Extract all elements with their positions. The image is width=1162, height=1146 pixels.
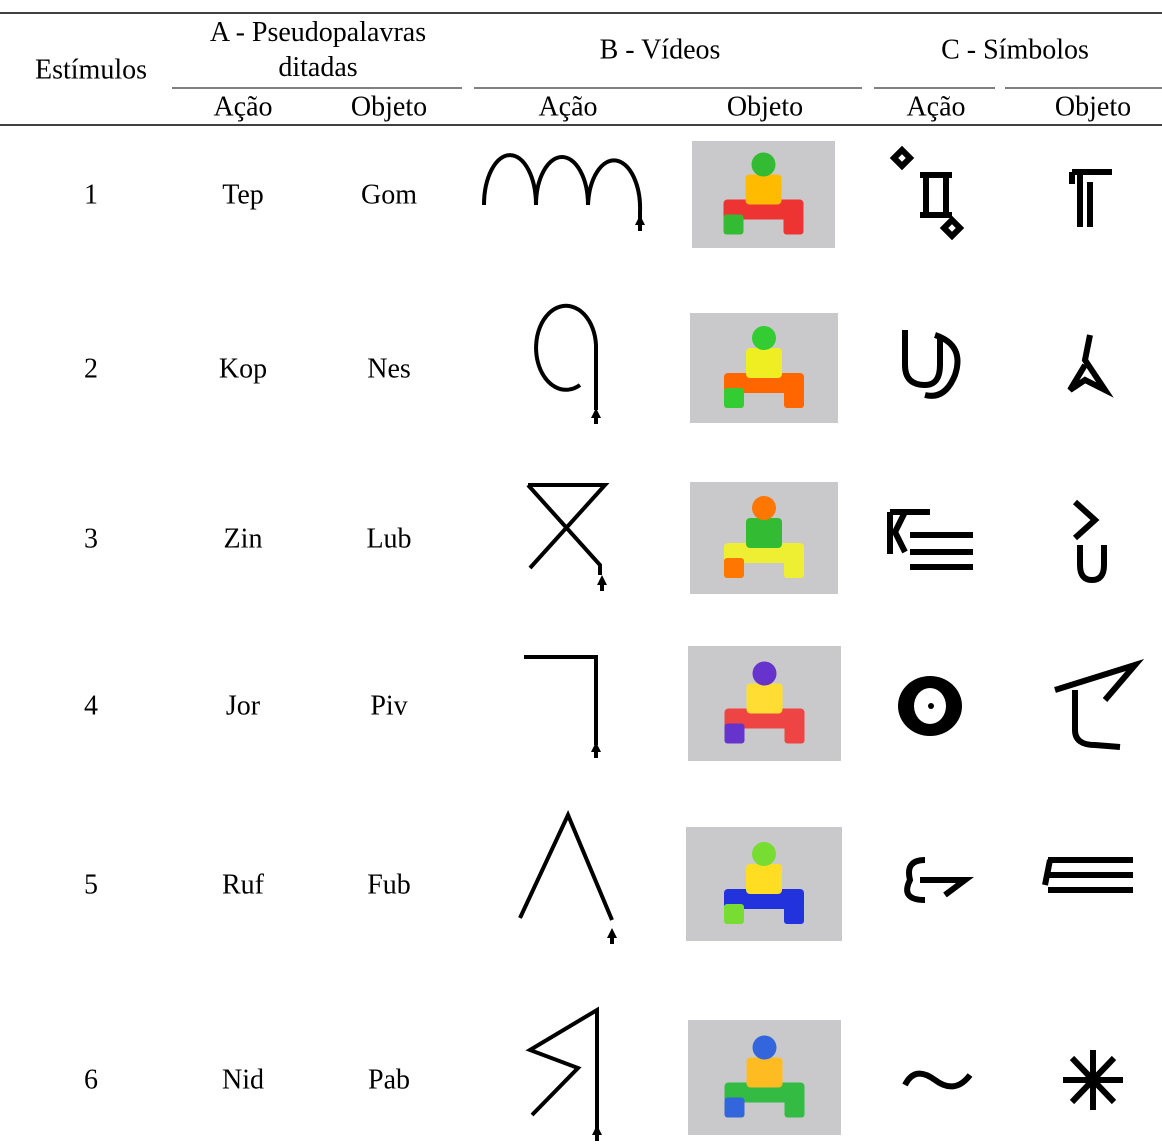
symbol: [905, 330, 958, 396]
symbol: [1075, 502, 1104, 580]
action-pseudoword: Kop: [219, 352, 267, 387]
toy-piece: [753, 1036, 777, 1060]
toy-piece: [747, 1058, 783, 1088]
column-header: Objeto: [727, 90, 803, 125]
object-pseudoword: Lub: [366, 522, 411, 557]
symbol: [907, 860, 965, 900]
stimuli-header: Estímulos: [35, 53, 147, 88]
path-arrow: [591, 408, 601, 424]
action-pseudoword: Nid: [222, 1063, 264, 1098]
table-drawing: [0, 0, 1162, 1146]
stimulus-number: 3: [84, 522, 98, 557]
action-path: [528, 485, 605, 575]
column-header: Objeto: [1055, 90, 1131, 125]
toy-piece: [784, 558, 804, 578]
stimulus-number: 6: [84, 1063, 98, 1098]
toy-piece: [784, 388, 804, 408]
action-path: [536, 306, 596, 410]
symbol: [1045, 860, 1133, 890]
column-header: Objeto: [351, 90, 427, 125]
toy-piece: [746, 348, 782, 378]
object-pseudoword: Pab: [368, 1063, 410, 1098]
action-path: [530, 1010, 597, 1130]
toy-piece: [784, 904, 804, 924]
symbol: [928, 703, 934, 709]
action-pseudoword: Ruf: [222, 868, 264, 903]
object-pseudoword: Gom: [361, 178, 417, 213]
path-arrow: [591, 742, 601, 758]
path-arrow: [592, 1125, 602, 1141]
object-pseudoword: Nes: [367, 352, 411, 387]
symbol: [1072, 172, 1112, 227]
table-page: Estímulos A - Pseudopalavras ditadas B -…: [0, 0, 1162, 1146]
path-arrow: [635, 215, 645, 231]
column-header: Ação: [906, 90, 965, 125]
symbol: [1055, 665, 1135, 747]
symbol: [905, 1074, 970, 1087]
symbol: [894, 150, 960, 236]
toy-piece: [785, 724, 805, 744]
toy-piece: [752, 153, 776, 177]
toy-piece: [752, 842, 776, 866]
action-path: [520, 815, 612, 920]
action-pseudoword: Zin: [224, 522, 263, 557]
toy-piece: [752, 326, 776, 350]
stimulus-number: 2: [84, 352, 98, 387]
object-pseudoword: Piv: [370, 689, 407, 724]
toy-piece: [724, 558, 744, 578]
action-path: [524, 657, 596, 745]
toy-piece: [746, 864, 782, 894]
stimulus-number: 1: [84, 178, 98, 213]
path-arrow: [607, 928, 617, 944]
toy-piece: [746, 518, 782, 548]
action-path: [484, 155, 640, 222]
toy-piece: [724, 388, 744, 408]
toy-piece: [752, 496, 776, 520]
symbol: [1063, 1050, 1123, 1110]
object-pseudoword: Fub: [367, 868, 411, 903]
toy-piece: [785, 1098, 805, 1118]
toy-piece: [746, 175, 782, 205]
group-header: B - Vídeos: [600, 33, 721, 68]
group-header: A - Pseudopalavras ditadas: [188, 15, 448, 85]
toy-piece: [725, 724, 745, 744]
path-arrow: [597, 575, 607, 591]
toy-piece: [724, 215, 744, 235]
action-pseudoword: Jor: [226, 689, 260, 724]
column-header: Ação: [538, 90, 597, 125]
toy-piece: [784, 215, 804, 235]
symbol: [1070, 335, 1105, 390]
toy-piece: [725, 1098, 745, 1118]
column-header: Ação: [213, 90, 272, 125]
stimulus-number: 5: [84, 868, 98, 903]
toy-piece: [753, 662, 777, 686]
stimulus-number: 4: [84, 689, 98, 724]
toy-piece: [724, 904, 744, 924]
toy-piece: [747, 684, 783, 714]
group-header: C - Símbolos: [941, 33, 1089, 68]
action-pseudoword: Tep: [222, 178, 264, 213]
symbol: [890, 512, 973, 567]
